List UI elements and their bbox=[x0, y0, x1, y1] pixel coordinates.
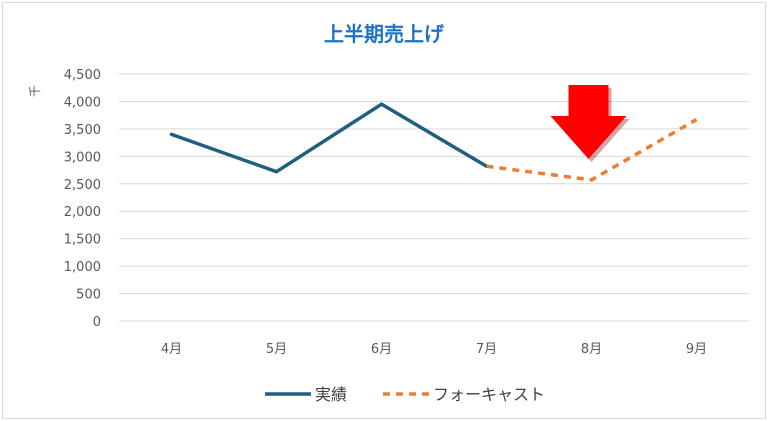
y-tick-label: 3,500 bbox=[64, 123, 101, 138]
series-lines bbox=[169, 102, 698, 182]
arrow-down-icon bbox=[550, 85, 627, 159]
y-axis-label: 千 bbox=[28, 85, 42, 97]
y-tick-label: 3,000 bbox=[64, 150, 101, 165]
gridlines bbox=[119, 73, 749, 322]
y-tick-label: 1,000 bbox=[64, 260, 101, 275]
y-tick-label: 4,000 bbox=[64, 95, 101, 110]
legend-label: 実績 bbox=[315, 385, 347, 404]
y-tick-label: 4,500 bbox=[64, 68, 101, 83]
legend-label: フォーキャスト bbox=[433, 385, 545, 404]
x-axis-ticks: 4月 5月 6月 7月 8月 9月 bbox=[161, 342, 707, 357]
x-tick-label: 7月 bbox=[476, 342, 497, 357]
x-tick-label: 5月 bbox=[266, 342, 287, 357]
x-tick-label: 8月 bbox=[581, 342, 602, 357]
x-tick-label: 9月 bbox=[686, 342, 707, 357]
series-line bbox=[169, 102, 489, 174]
chart-title: 上半期売上げ bbox=[324, 22, 445, 46]
y-axis-ticks: 0 500 1,000 1,500 2,000 2,500 3,000 3,500 4,000 4… bbox=[64, 68, 101, 330]
y-tick-label: 1,500 bbox=[64, 233, 101, 248]
legend: 実績 フォーキャスト bbox=[265, 385, 545, 404]
y-tick-label: 2,000 bbox=[64, 205, 101, 220]
series-line bbox=[486, 118, 698, 182]
y-tick-label: 0 bbox=[93, 315, 101, 330]
x-tick-label: 4月 bbox=[161, 342, 182, 357]
x-tick-label: 6月 bbox=[371, 342, 392, 357]
y-tick-label: 2,500 bbox=[64, 178, 101, 193]
line-chart: 上半期売上げ 千 0 500 1,000 1,500 2,000 2,500 3,000 3,… bbox=[28, 22, 749, 404]
annotation bbox=[550, 85, 630, 162]
y-tick-label: 500 bbox=[76, 288, 101, 303]
